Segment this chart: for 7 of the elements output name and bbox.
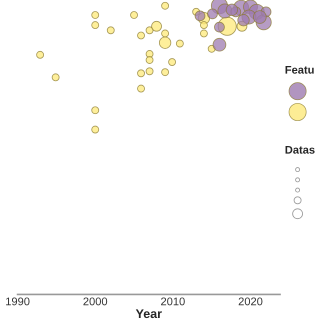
- x-axis-title: Year: [136, 309, 162, 318]
- x-tick-label: 2020: [238, 297, 262, 306]
- text: Featu: [286, 66, 314, 74]
- x-tick-label: 2000: [83, 297, 108, 306]
- x-tick-label: 2010: [161, 297, 185, 306]
- text: Datas: [286, 146, 315, 154]
- x-tick-label: 1990: [6, 297, 30, 306]
